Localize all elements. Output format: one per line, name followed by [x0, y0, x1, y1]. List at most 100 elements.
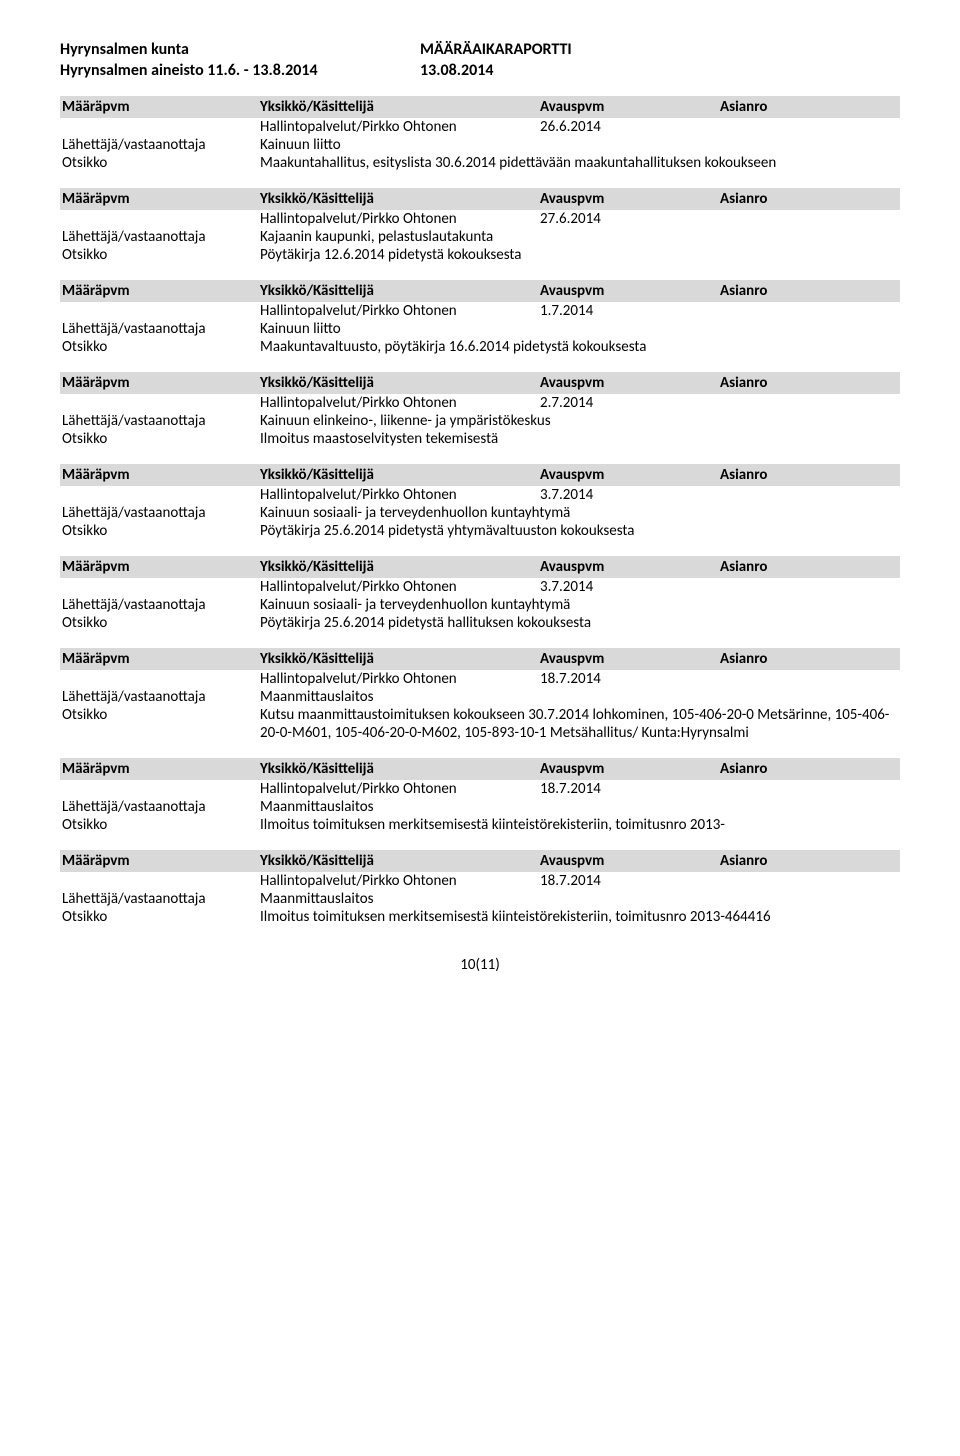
sender-label: Lähettäjä/vastaanottaja: [60, 890, 260, 908]
sender-value: Maanmittauslaitos: [260, 688, 900, 706]
entry: MääräpvmYksikkö/KäsittelijäAvauspvmAsian…: [60, 758, 900, 834]
empty: [720, 780, 900, 798]
col-maarapvm: Määräpvm: [60, 650, 260, 668]
col-avauspvm: Avauspvm: [540, 282, 720, 300]
sender-row: Lähettäjä/vastaanottajaMaanmittauslaitos: [60, 890, 900, 908]
col-avauspvm: Avauspvm: [540, 558, 720, 576]
col-maarapvm: Määräpvm: [60, 190, 260, 208]
handler-row: Hallintopalvelut/Pirkko Ohtonen2.7.2014: [60, 394, 900, 412]
sender-label: Lähettäjä/vastaanottaja: [60, 596, 260, 614]
entry: MääräpvmYksikkö/KäsittelijäAvauspvmAsian…: [60, 96, 900, 172]
open-date: 26.6.2014: [540, 118, 720, 136]
sender-label: Lähettäjä/vastaanottaja: [60, 688, 260, 706]
col-yksikko: Yksikkö/Käsittelijä: [260, 282, 540, 300]
title-value: Pöytäkirja 25.6.2014 pidetystä yhtymäval…: [260, 522, 900, 540]
empty: [720, 302, 900, 320]
entry: MääräpvmYksikkö/KäsittelijäAvauspvmAsian…: [60, 280, 900, 356]
entry-header-row: MääräpvmYksikkö/KäsittelijäAvauspvmAsian…: [60, 648, 900, 670]
title-value: Pöytäkirja 25.6.2014 pidetystä hallituks…: [260, 614, 900, 632]
col-yksikko: Yksikkö/Käsittelijä: [260, 760, 540, 778]
title-row: OtsikkoPöytäkirja 12.6.2014 pidetystä ko…: [60, 246, 900, 264]
title-row: OtsikkoIlmoitus toimituksen merkitsemise…: [60, 816, 900, 834]
entry: MääräpvmYksikkö/KäsittelijäAvauspvmAsian…: [60, 556, 900, 632]
entry-header-row: MääräpvmYksikkö/KäsittelijäAvauspvmAsian…: [60, 850, 900, 872]
handler: Hallintopalvelut/Pirkko Ohtonen: [260, 302, 540, 320]
handler: Hallintopalvelut/Pirkko Ohtonen: [260, 210, 540, 228]
handler-row: Hallintopalvelut/Pirkko Ohtonen3.7.2014: [60, 578, 900, 596]
handler-row: Hallintopalvelut/Pirkko Ohtonen27.6.2014: [60, 210, 900, 228]
empty: [720, 670, 900, 688]
report-title: MÄÄRÄAIKARAPORTTI: [420, 40, 572, 59]
entry-header-row: MääräpvmYksikkö/KäsittelijäAvauspvmAsian…: [60, 96, 900, 118]
title-label: Otsikko: [60, 816, 260, 834]
empty: [720, 394, 900, 412]
col-asianro: Asianro: [720, 852, 896, 870]
handler: Hallintopalvelut/Pirkko Ohtonen: [260, 486, 540, 504]
org-name: Hyrynsalmen kunta: [60, 40, 420, 59]
sender-row: Lähettäjä/vastaanottajaMaanmittauslaitos: [60, 688, 900, 706]
sender-value: Kainuun sosiaali- ja terveydenhuollon ku…: [260, 504, 900, 522]
entry-header-row: MääräpvmYksikkö/KäsittelijäAvauspvmAsian…: [60, 758, 900, 780]
sender-label: Lähettäjä/vastaanottaja: [60, 504, 260, 522]
sender-row: Lähettäjä/vastaanottajaKainuun elinkeino…: [60, 412, 900, 430]
sender-value: Kainuun sosiaali- ja terveydenhuollon ku…: [260, 596, 900, 614]
empty: [60, 394, 260, 412]
empty: [60, 780, 260, 798]
empty: [60, 486, 260, 504]
empty: [720, 578, 900, 596]
title-value: Kutsu maanmittaustoimituksen kokoukseen …: [260, 706, 900, 742]
title-value: Ilmoitus toimituksen merkitsemisestä kii…: [260, 816, 900, 834]
title-label: Otsikko: [60, 522, 260, 540]
empty: [720, 872, 900, 890]
col-avauspvm: Avauspvm: [540, 852, 720, 870]
open-date: 3.7.2014: [540, 486, 720, 504]
sender-label: Lähettäjä/vastaanottaja: [60, 228, 260, 246]
sender-value: Maanmittauslaitos: [260, 890, 900, 908]
col-asianro: Asianro: [720, 282, 896, 300]
title-label: Otsikko: [60, 246, 260, 264]
page-number: 10(11): [60, 956, 900, 974]
col-avauspvm: Avauspvm: [540, 466, 720, 484]
entries-container: MääräpvmYksikkö/KäsittelijäAvauspvmAsian…: [60, 96, 900, 926]
col-asianro: Asianro: [720, 760, 896, 778]
title-label: Otsikko: [60, 154, 260, 172]
sender-row: Lähettäjä/vastaanottajaKainuun liitto: [60, 320, 900, 338]
title-value: Pöytäkirja 12.6.2014 pidetystä kokoukses…: [260, 246, 900, 264]
title-row: OtsikkoPöytäkirja 25.6.2014 pidetystä yh…: [60, 522, 900, 540]
col-avauspvm: Avauspvm: [540, 190, 720, 208]
col-yksikko: Yksikkö/Käsittelijä: [260, 466, 540, 484]
sender-label: Lähettäjä/vastaanottaja: [60, 412, 260, 430]
sender-label: Lähettäjä/vastaanottaja: [60, 798, 260, 816]
header-row-2: Hyrynsalmen aineisto 11.6. - 13.8.2014 1…: [60, 61, 900, 80]
open-date: 2.7.2014: [540, 394, 720, 412]
handler-row: Hallintopalvelut/Pirkko Ohtonen18.7.2014: [60, 670, 900, 688]
handler-row: Hallintopalvelut/Pirkko Ohtonen18.7.2014: [60, 780, 900, 798]
col-yksikko: Yksikkö/Käsittelijä: [260, 190, 540, 208]
empty: [60, 302, 260, 320]
title-row: OtsikkoMaakuntahallitus, esityslista 30.…: [60, 154, 900, 172]
col-asianro: Asianro: [720, 190, 896, 208]
col-maarapvm: Määräpvm: [60, 282, 260, 300]
empty: [720, 486, 900, 504]
entry-header-row: MääräpvmYksikkö/KäsittelijäAvauspvmAsian…: [60, 280, 900, 302]
open-date: 27.6.2014: [540, 210, 720, 228]
handler: Hallintopalvelut/Pirkko Ohtonen: [260, 670, 540, 688]
open-date: 3.7.2014: [540, 578, 720, 596]
sender-value: Maanmittauslaitos: [260, 798, 900, 816]
empty: [720, 210, 900, 228]
sender-value: Kajaanin kaupunki, pelastuslautakunta: [260, 228, 900, 246]
entry: MääräpvmYksikkö/KäsittelijäAvauspvmAsian…: [60, 850, 900, 926]
col-yksikko: Yksikkö/Käsittelijä: [260, 558, 540, 576]
entry-header-row: MääräpvmYksikkö/KäsittelijäAvauspvmAsian…: [60, 556, 900, 578]
empty: [60, 670, 260, 688]
sender-value: Kainuun liitto: [260, 320, 900, 338]
entry: MääräpvmYksikkö/KäsittelijäAvauspvmAsian…: [60, 188, 900, 264]
col-asianro: Asianro: [720, 98, 896, 116]
sender-value: Kainuun elinkeino-, liikenne- ja ympäris…: [260, 412, 900, 430]
sender-label: Lähettäjä/vastaanottaja: [60, 320, 260, 338]
col-yksikko: Yksikkö/Käsittelijä: [260, 650, 540, 668]
col-maarapvm: Määräpvm: [60, 760, 260, 778]
title-label: Otsikko: [60, 908, 260, 926]
sender-row: Lähettäjä/vastaanottajaMaanmittauslaitos: [60, 798, 900, 816]
empty: [720, 118, 900, 136]
